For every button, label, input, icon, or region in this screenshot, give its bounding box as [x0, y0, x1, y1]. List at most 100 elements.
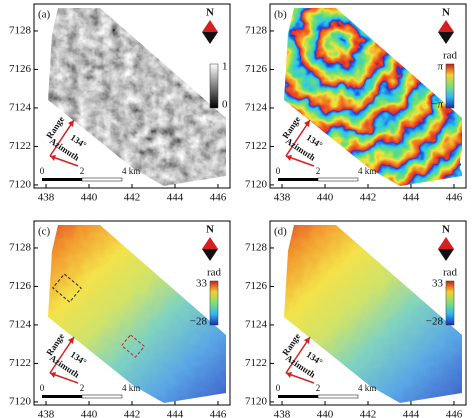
x-tick-label: 444 — [403, 409, 420, 418]
scale-bar — [42, 178, 82, 181]
range-arrow — [49, 336, 75, 374]
x-tick-label: 446 — [210, 409, 227, 418]
north-arrow — [202, 249, 218, 261]
y-tick-label: 7128 — [245, 24, 268, 36]
scale-bar — [81, 394, 123, 399]
x-tick-label: 444 — [167, 192, 184, 204]
colorbar-unit: rad — [443, 50, 458, 62]
map-panel: (a) 438 440 442 444 446 7120 7122 7124 7126 7128 N 1… — [9, 3, 231, 204]
arrow-head — [304, 120, 310, 127]
x-tick-label: 440 — [81, 192, 98, 204]
y-tick-label: 7128 — [9, 241, 32, 253]
map-panel: (c) 438 440 442 444 446 7120 7122 7124 7126 7128 Nr… — [9, 220, 231, 418]
scale-bar — [81, 177, 123, 182]
colorbar-min: −π — [431, 99, 443, 111]
panel-label: (d) — [274, 226, 287, 238]
y-tick-label: 7124 — [245, 101, 268, 113]
colorbar — [209, 280, 219, 326]
range-arrow — [49, 119, 75, 157]
scale-label: 2 — [80, 383, 85, 393]
north-arrow — [438, 32, 454, 44]
x-tick-label: 440 — [81, 409, 98, 418]
x-tick-label: 446 — [210, 192, 227, 204]
north-arrow — [202, 20, 218, 32]
scale-label: 0 — [40, 383, 45, 393]
colorbar-min: −28 — [426, 316, 444, 328]
x-tick-label: 438 — [38, 192, 55, 204]
y-tick-label: 7120 — [245, 395, 268, 407]
scale-bar — [42, 395, 82, 398]
colorbar-min: −28 — [190, 316, 208, 328]
y-tick-label: 7120 — [245, 178, 268, 190]
y-tick-label: 7124 — [9, 318, 32, 330]
study-box — [52, 273, 82, 303]
y-tick-label: 7122 — [245, 357, 267, 369]
scale-label: 4 km — [358, 383, 376, 393]
colorbar — [445, 63, 455, 109]
y-tick-label: 7128 — [245, 241, 268, 253]
scale-label: 0 — [276, 383, 281, 393]
arrow-head — [50, 372, 56, 378]
x-tick-label: 446 — [446, 192, 463, 204]
y-tick-label: 7122 — [9, 357, 31, 369]
range-arrow — [285, 336, 311, 374]
scale-label: 2 — [316, 383, 321, 393]
arrow-head — [68, 120, 74, 127]
y-tick-label: 7124 — [245, 318, 268, 330]
north-arrow — [202, 32, 218, 44]
north-arrow — [202, 237, 218, 249]
x-tick-label: 442 — [124, 192, 141, 204]
colorbar-max: 1 — [222, 61, 228, 73]
north-label: N — [442, 7, 450, 19]
x-tick-label: 440 — [317, 409, 334, 418]
x-tick-label: 438 — [38, 409, 55, 418]
scale-bar — [278, 395, 318, 398]
scale-label: 2 — [316, 166, 321, 176]
colorbar-max: π — [437, 61, 443, 73]
y-tick-label: 7122 — [9, 140, 31, 152]
scale-label: 4 km — [122, 166, 140, 176]
arrow-head — [286, 155, 292, 161]
y-tick-label: 7128 — [9, 24, 32, 36]
arrow-head — [286, 372, 292, 378]
x-tick-label: 444 — [403, 192, 420, 204]
map-panel: (b) 438 440 442 444 446 7120 7122 7124 7126 7128 Nr… — [245, 3, 467, 204]
colorbar-max: 33 — [432, 278, 444, 290]
scale-bar — [317, 394, 359, 399]
x-tick-label: 444 — [167, 409, 184, 418]
study-box — [120, 334, 146, 358]
colorbar-unit: rad — [207, 267, 222, 279]
north-label: N — [442, 224, 450, 236]
y-tick-label: 7126 — [9, 280, 32, 292]
panel-label: (b) — [274, 9, 287, 21]
north-label: N — [206, 7, 214, 19]
scale-label: 0 — [40, 166, 45, 176]
colorbar — [209, 63, 219, 109]
colorbar-unit: rad — [443, 267, 458, 279]
scale-bar — [317, 177, 359, 182]
north-arrow — [438, 237, 454, 249]
scale-label: 2 — [80, 166, 85, 176]
y-tick-label: 7122 — [245, 140, 267, 152]
y-tick-label: 7124 — [9, 101, 32, 113]
y-tick-label: 7126 — [245, 63, 268, 75]
north-arrow — [438, 249, 454, 261]
arrow-head — [304, 337, 310, 344]
panel-label: (a) — [38, 9, 51, 21]
x-tick-label: 438 — [274, 192, 291, 204]
x-tick-label: 440 — [317, 192, 334, 204]
scale-label: 4 km — [358, 166, 376, 176]
colorbar-min: 0 — [222, 99, 228, 111]
scale-label: 0 — [276, 166, 281, 176]
x-tick-label: 442 — [360, 192, 377, 204]
arrow-head — [50, 155, 56, 161]
y-tick-label: 7120 — [9, 178, 32, 190]
panel-label: (c) — [38, 226, 51, 238]
scale-bar — [278, 178, 318, 181]
y-tick-label: 7126 — [9, 63, 32, 75]
map-panel: (d) 438 440 442 444 446 7120 7122 7124 7126 7128 Nr… — [245, 220, 467, 418]
x-tick-label: 438 — [274, 409, 291, 418]
y-tick-label: 7126 — [245, 280, 268, 292]
colorbar — [445, 280, 455, 326]
